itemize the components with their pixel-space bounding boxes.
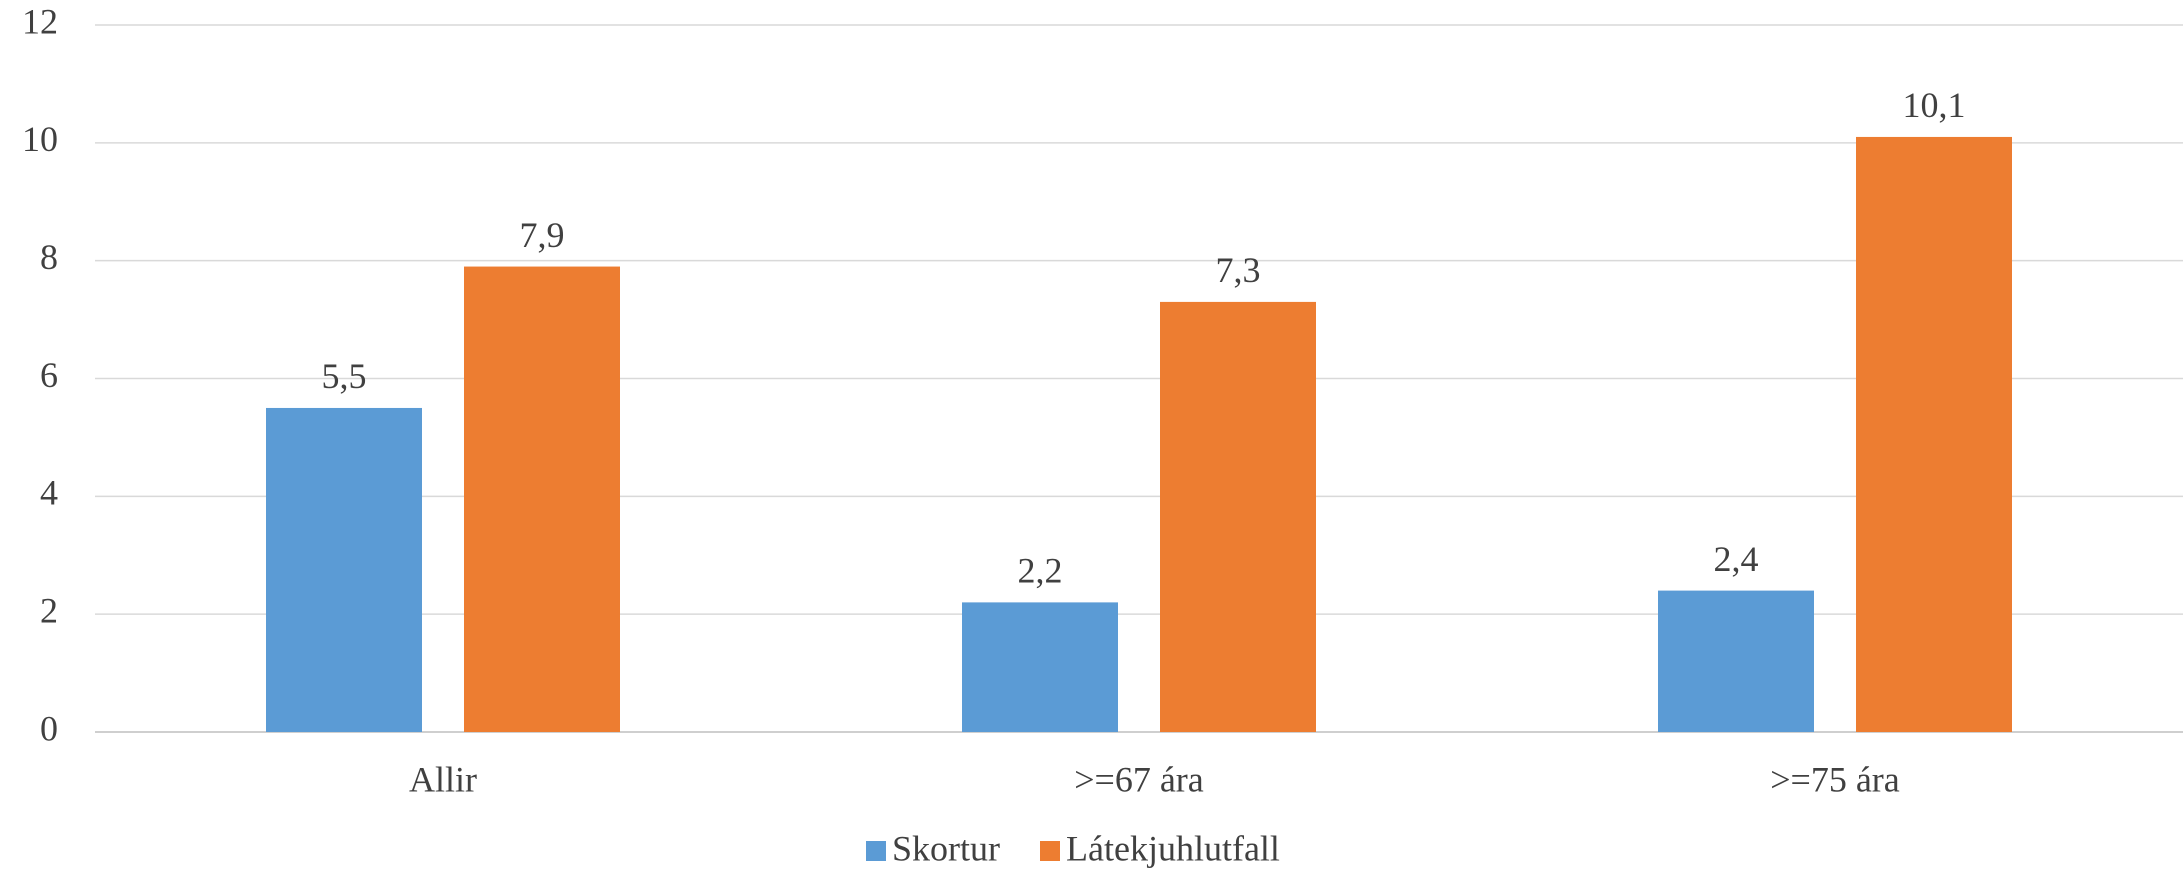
legend-swatch — [1040, 841, 1060, 861]
y-tick-label: 2 — [40, 590, 58, 630]
data-label: 7,9 — [520, 215, 565, 255]
y-tick-label: 4 — [40, 473, 58, 513]
bar — [1658, 590, 1814, 732]
legend-label: Skortur — [892, 828, 1000, 868]
data-label: 7,3 — [1216, 250, 1261, 290]
y-tick-label: 10 — [22, 119, 58, 159]
y-tick-label: 12 — [22, 1, 58, 41]
data-label: 10,1 — [1903, 85, 1966, 125]
legend-swatch — [866, 841, 886, 861]
x-tick-label: Allir — [409, 759, 477, 799]
y-tick-label: 6 — [40, 355, 58, 395]
bar — [464, 266, 620, 732]
data-label: 5,5 — [322, 356, 367, 396]
y-tick-label: 0 — [40, 708, 58, 748]
x-tick-label: >=67 ára — [1074, 759, 1204, 799]
bar — [1160, 301, 1316, 732]
x-tick-label: >=75 ára — [1770, 759, 1900, 799]
bar — [266, 407, 422, 732]
data-label: 2,4 — [1714, 539, 1759, 579]
data-label: 2,2 — [1018, 551, 1063, 591]
y-tick-label: 8 — [40, 237, 58, 277]
bar — [962, 602, 1118, 732]
legend-label: Látekjuhlutfall — [1066, 828, 1280, 868]
bar — [1856, 136, 2012, 733]
